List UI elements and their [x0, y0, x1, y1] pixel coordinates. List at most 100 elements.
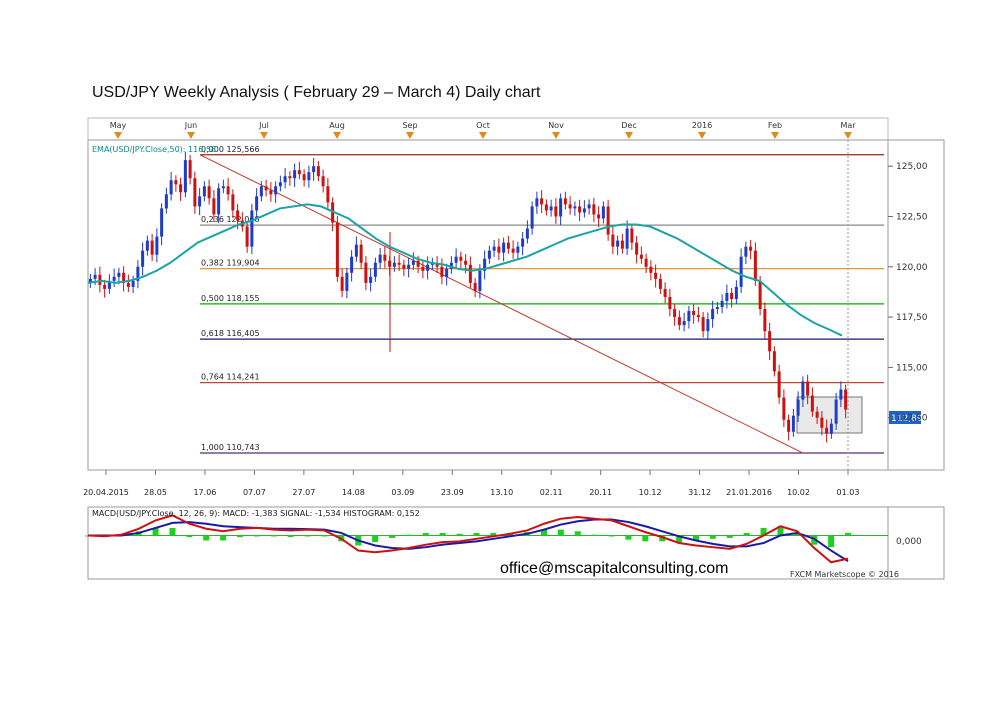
- candle-body: [497, 246, 501, 253]
- contact-email[interactable]: office@mscapitalconsulting.com: [500, 560, 729, 577]
- candle-body: [829, 423, 833, 434]
- macd-histogram-bar: [845, 532, 851, 536]
- candle-body: [492, 246, 496, 251]
- candle-body: [473, 282, 477, 291]
- candle-body: [131, 280, 135, 287]
- month-marker: [552, 132, 560, 139]
- top-month-axis: May Jun Jul Aug Sep Oct Nov Dec 2016 Feb Mar: [87, 117, 889, 141]
- data-credit: FXCM Marketscope © 2016: [790, 570, 899, 579]
- date-tick-label: 20.04.2015: [83, 488, 129, 497]
- candle-body: [844, 389, 848, 410]
- candle-body: [107, 280, 111, 289]
- date-tick-label: 07.07: [243, 488, 266, 497]
- candle-body: [454, 256, 458, 263]
- top-month-label: Nov: [548, 121, 564, 130]
- candle-body: [521, 238, 525, 247]
- candle-body: [592, 204, 596, 215]
- candle-body: [421, 266, 425, 271]
- candle-body: [516, 246, 520, 253]
- candle-body: [744, 246, 748, 257]
- macd-histogram-bar: [152, 527, 159, 536]
- macd-histogram-bar: [828, 535, 835, 548]
- candle-body: [578, 206, 582, 213]
- candle-body: [772, 351, 776, 372]
- month-marker: [260, 132, 268, 139]
- macd-line: [87, 514, 849, 564]
- candle-body: [644, 258, 648, 267]
- fib-level-label: 0,382 119,904: [201, 259, 260, 268]
- candle-body: [212, 198, 216, 215]
- candle-body: [364, 262, 368, 283]
- candle-body: [264, 186, 268, 191]
- candle-body: [164, 194, 168, 209]
- macd-histogram-bar: [372, 535, 379, 543]
- candle-body: [758, 280, 762, 310]
- macd-histogram-bar: [220, 535, 227, 541]
- month-marker: [479, 132, 487, 139]
- ema-50-line: [87, 203, 843, 337]
- y-tick-label: 112,50: [896, 414, 928, 424]
- top-month-label: Sep: [402, 121, 417, 130]
- candle-body: [103, 284, 107, 289]
- candle-body: [768, 331, 772, 352]
- candle-body: [193, 178, 197, 207]
- date-tick-label: 10.12: [639, 488, 662, 497]
- candle-body: [326, 186, 330, 203]
- candle-body: [183, 160, 187, 193]
- candle-body: [160, 208, 164, 237]
- y-tick-label: 122,50: [896, 212, 928, 222]
- candle-body: [806, 381, 810, 396]
- macd-histogram-bar: [253, 535, 260, 537]
- candle-body: [88, 278, 92, 283]
- macd-histogram-bar: [760, 527, 767, 536]
- top-month-label: Jun: [184, 121, 198, 130]
- month-marker: [406, 132, 414, 139]
- candle-body: [307, 172, 311, 181]
- month-marker: [771, 132, 779, 139]
- candle-body: [440, 266, 444, 277]
- candle-body: [554, 206, 558, 217]
- candle-body: [696, 315, 700, 318]
- candle-body: [217, 188, 221, 215]
- month-marker: [333, 132, 341, 139]
- fib-level-label: 0,000 125,566: [201, 145, 260, 154]
- candle-body: [392, 262, 396, 267]
- macd-histogram-bar: [389, 535, 395, 538]
- candle-body: [687, 311, 691, 322]
- y-tick-label: 120,00: [896, 263, 928, 273]
- consolidation-box: [796, 396, 863, 434]
- candle-body: [815, 411, 819, 418]
- ema-legend: EMA(USD/JPY.Close,50): 116,58: [92, 145, 216, 154]
- candle-body: [274, 186, 278, 195]
- last-price-label: 112,892: [891, 414, 928, 424]
- candle-body: [278, 182, 282, 187]
- candle-body: [654, 272, 658, 279]
- candle-body: [354, 244, 358, 257]
- candle-body: [587, 204, 591, 209]
- candle-body: [416, 260, 420, 267]
- fib-level-label: 0,764 114,241: [201, 373, 260, 382]
- candle-body: [739, 256, 743, 287]
- macd-histogram-bar: [490, 532, 497, 536]
- candle-body: [658, 278, 662, 289]
- y-tick-label: 117,50: [896, 313, 928, 323]
- candle-body: [810, 395, 814, 412]
- y-tick-label: 115,00: [896, 363, 928, 373]
- candle-body: [255, 196, 259, 211]
- candle-body: [540, 198, 544, 205]
- month-marker: [844, 132, 852, 139]
- macd-histogram-bar: [608, 535, 615, 537]
- candle-body: [297, 170, 301, 175]
- date-tick-label: 17.06: [193, 488, 216, 497]
- macd-histogram-bar: [591, 534, 598, 536]
- candle-body: [535, 198, 539, 207]
- macd-histogram-bar: [304, 535, 311, 537]
- macd-histogram-bar: [169, 527, 176, 536]
- top-month-label: Aug: [329, 121, 345, 130]
- macd-legend: MACD(USD/JPY.Close, 12, 26, 9): MACD: -1…: [92, 509, 420, 518]
- candle-body: [373, 262, 377, 277]
- last-price-box: [889, 411, 921, 424]
- top-month-label: Feb: [768, 121, 782, 130]
- date-tick-label: 10.02: [787, 488, 810, 497]
